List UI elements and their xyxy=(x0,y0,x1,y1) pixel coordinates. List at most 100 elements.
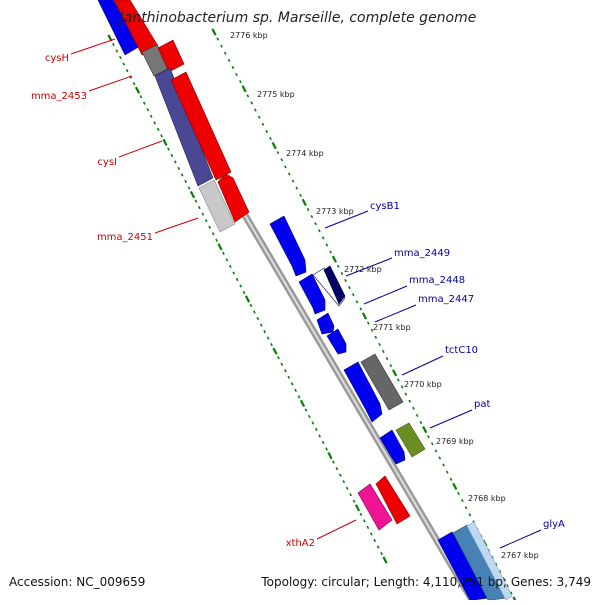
feature-pat-blue[interactable] xyxy=(379,429,406,465)
tick-mark xyxy=(369,532,373,536)
gene-label-cysH[interactable]: cysH xyxy=(45,53,69,64)
tick-mark xyxy=(115,49,119,53)
tick-mark xyxy=(419,420,423,425)
gene-label-pat[interactable]: pat xyxy=(474,399,490,410)
feature-mma_2449-navy[interactable] xyxy=(323,265,346,305)
tick-mark xyxy=(287,172,291,176)
gene-label-mma_2449[interactable]: mma_2449 xyxy=(394,248,450,259)
tick-label: 2774 kbp xyxy=(286,149,324,158)
feature-pat-olive[interactable] xyxy=(395,422,426,458)
feature-xthA2-red[interactable] xyxy=(375,475,411,525)
tick-mark xyxy=(321,236,325,240)
gene-label-mma_2448[interactable]: mma_2448 xyxy=(409,275,465,286)
tick-mark xyxy=(156,127,160,131)
tick-label: 2768 kbp xyxy=(468,494,506,503)
tick-mark xyxy=(506,584,509,588)
label-leader-line xyxy=(324,210,369,229)
tick-mark xyxy=(374,335,378,339)
tick-mark xyxy=(412,406,415,410)
tick-mark xyxy=(223,51,227,55)
feature-mma_2451-gray[interactable] xyxy=(198,179,236,233)
tick-mark xyxy=(284,165,287,169)
map-title: Janthinobacterium sp. Marseille, complet… xyxy=(117,10,477,26)
feature-cysI-red[interactable] xyxy=(170,71,232,181)
tick-mark xyxy=(228,264,232,268)
tick-mark xyxy=(189,190,196,199)
feature-mma_2447b[interactable] xyxy=(326,328,347,355)
feature-glyA-light[interactable] xyxy=(466,521,513,601)
tick-mark xyxy=(184,179,188,184)
tick-mark xyxy=(146,108,150,112)
tick-mark xyxy=(242,290,246,295)
feature-xthA2-pink[interactable] xyxy=(357,483,393,531)
tick-mark xyxy=(187,186,191,190)
gene-label-mma_2447[interactable]: mma_2447 xyxy=(418,294,474,305)
tick-mark xyxy=(359,307,363,311)
gene-label-mma_2453[interactable]: mma_2453 xyxy=(31,91,87,102)
label-leader-line xyxy=(88,75,133,92)
tick-mark xyxy=(344,278,348,283)
tick-mark xyxy=(263,330,267,334)
tick-mark xyxy=(238,80,242,84)
tick-mark xyxy=(250,101,254,105)
tick-mark xyxy=(314,427,318,432)
feature-cysB1[interactable] xyxy=(269,215,307,277)
gene-label-mma_2451[interactable]: mma_2451 xyxy=(97,232,153,243)
tick-mark xyxy=(317,229,321,233)
tick-mark xyxy=(118,55,122,60)
tick-mark xyxy=(272,347,278,355)
tick-mark xyxy=(259,323,263,327)
feature-cysH-red[interactable] xyxy=(113,0,159,56)
tick-mark xyxy=(327,451,333,460)
tick-mark xyxy=(404,392,408,396)
tick-mark xyxy=(301,198,307,207)
feature-glyA-steel[interactable] xyxy=(452,524,507,601)
tick-label: 2773 kbp xyxy=(316,207,354,216)
gene-label-glyA[interactable]: glyA xyxy=(543,519,565,530)
tick-mark xyxy=(249,303,253,308)
tick-mark xyxy=(246,94,250,98)
tick-mark xyxy=(232,271,236,275)
tick-mark xyxy=(217,243,223,251)
tick-mark xyxy=(304,408,308,412)
gene-label-xthA2[interactable]: xthA2 xyxy=(286,538,315,549)
feature-mma_2448[interactable] xyxy=(298,273,326,315)
tick-mark xyxy=(239,284,243,288)
tick-mark xyxy=(325,447,328,451)
tick-mark xyxy=(434,449,438,453)
feature-cysI-slate[interactable] xyxy=(154,67,214,187)
tick-mark xyxy=(438,456,442,460)
tick-mark xyxy=(253,108,257,112)
tick-mark xyxy=(342,480,346,484)
tick-mark xyxy=(216,37,220,41)
gene-label-cysB1[interactable]: cysB1 xyxy=(370,201,400,212)
tick-mark xyxy=(204,219,208,223)
feature-mma_2451-red[interactable] xyxy=(217,173,250,223)
tick-mark xyxy=(382,556,388,564)
tick-mark xyxy=(351,293,355,297)
tick-mark xyxy=(381,349,385,354)
feature-mma_2453-red[interactable] xyxy=(157,39,185,73)
gene-label-tctC10[interactable]: tctC10 xyxy=(445,345,478,356)
tick-mark xyxy=(162,138,168,147)
tick-mark xyxy=(269,136,272,141)
feature-mma_2447[interactable] xyxy=(316,312,335,335)
tick-mark xyxy=(509,591,513,595)
tick-label: 2770 kbp xyxy=(404,380,442,389)
feature-tctC10-gray[interactable] xyxy=(360,353,404,411)
tick-mark xyxy=(352,499,356,503)
feature-glyA-blue[interactable] xyxy=(437,531,489,601)
tick-mark xyxy=(400,385,404,389)
label-leader-line xyxy=(401,355,444,376)
feature-tctC10-blue[interactable] xyxy=(343,361,383,423)
tick-mark xyxy=(336,264,340,268)
tick-mark xyxy=(422,425,428,434)
tick-mark xyxy=(306,207,310,212)
tick-mark xyxy=(348,286,351,290)
tick-mark xyxy=(345,486,349,490)
gene-label-cysI[interactable]: cysI xyxy=(97,157,117,168)
label-leader-line xyxy=(316,519,357,540)
tick-mark xyxy=(277,356,280,360)
